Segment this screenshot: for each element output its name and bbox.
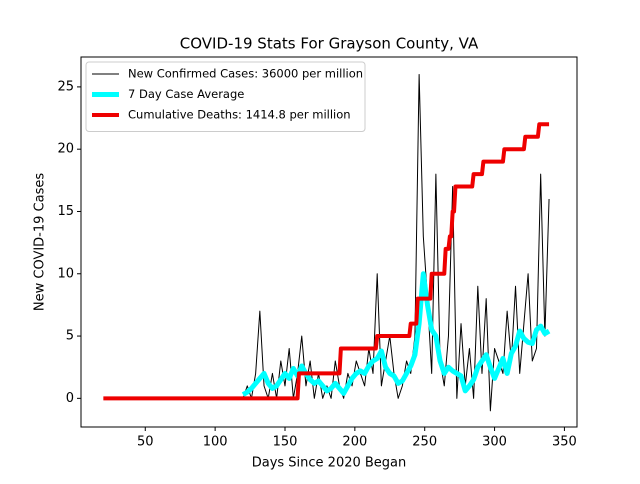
x-tick-label: 150 — [273, 435, 298, 450]
y-tick-label: 25 — [57, 79, 74, 94]
x-tick-label: 50 — [137, 435, 154, 450]
x-tick-label: 300 — [482, 435, 507, 450]
x-tick-label: 100 — [203, 435, 228, 450]
x-tick-label: 200 — [342, 435, 367, 450]
y-tick-label: 10 — [57, 266, 74, 281]
data-line — [103, 122, 550, 401]
x-tick-label: 350 — [552, 435, 577, 450]
y-tick-label: 0 — [66, 391, 74, 406]
data-line — [242, 73, 550, 412]
chart-title: COVID-19 Stats For Grayson County, VA — [180, 35, 479, 53]
legend-label: 7 Day Case Average — [128, 87, 244, 101]
x-axis-label: Days Since 2020 Began — [252, 456, 407, 471]
legend-label: New Confirmed Cases: 36000 per million — [128, 67, 363, 81]
legend-label: Cumulative Deaths: 1414.8 per million — [128, 108, 351, 122]
plot-frame — [80, 56, 578, 428]
x-tick-label: 250 — [412, 435, 437, 450]
data-line — [241, 271, 551, 397]
legend-box — [85, 61, 366, 132]
y-tick-label: 15 — [57, 204, 74, 219]
y-tick-label: 20 — [57, 142, 74, 157]
y-tick-label: 5 — [66, 329, 74, 344]
y-axis-label: New COVID-19 Cases — [33, 173, 48, 311]
